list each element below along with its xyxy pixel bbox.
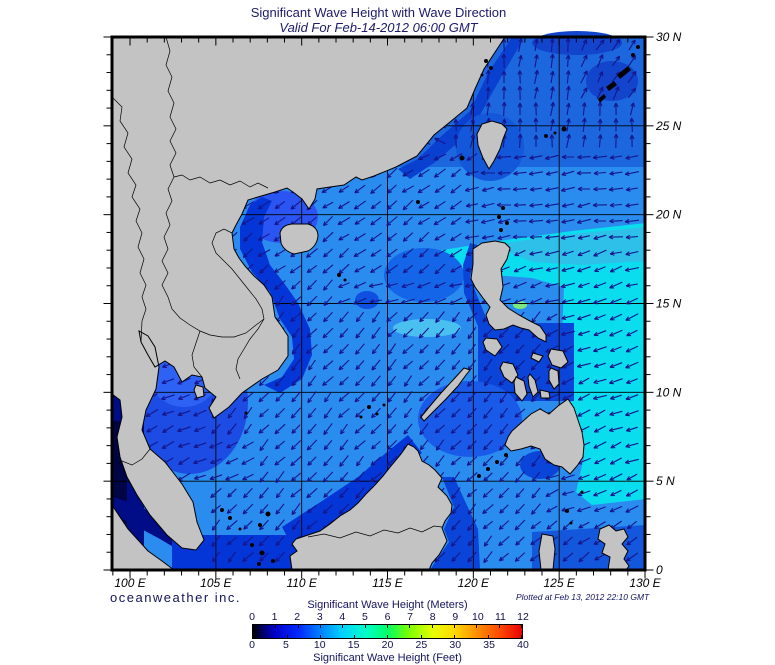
lat-label: 25 N bbox=[655, 119, 682, 133]
lat-label: 5 N bbox=[656, 474, 675, 488]
small-islands bbox=[220, 45, 640, 566]
meters-tick-value: 8 bbox=[429, 611, 436, 623]
luzon-strait-band bbox=[492, 227, 646, 265]
feet-tick-value: 25 bbox=[415, 639, 428, 651]
bohol bbox=[539, 389, 551, 399]
lon-label: 100 E bbox=[114, 576, 146, 590]
mindanao bbox=[504, 398, 585, 475]
philippine-sea-cyan bbox=[395, 223, 646, 505]
feet-tick-value: 40 bbox=[517, 639, 529, 651]
meters-tick-value: 1 bbox=[271, 611, 278, 623]
hainan bbox=[279, 223, 319, 255]
celebes-coast-band bbox=[430, 477, 480, 570]
map-frame bbox=[110, 35, 647, 572]
feet-tick-value: 20 bbox=[381, 639, 394, 651]
cebu bbox=[527, 373, 539, 398]
meters-tick-value: 12 bbox=[517, 611, 529, 623]
paracel-islands bbox=[337, 273, 341, 277]
feet-tick-value: 5 bbox=[282, 639, 289, 651]
luzon bbox=[470, 240, 547, 343]
meters-tick-value: 2 bbox=[294, 611, 301, 623]
lon-label: 110 E bbox=[286, 576, 317, 590]
legend-feet-ticks: 0 5 10 15 20 25 30 35 40 bbox=[249, 639, 529, 652]
plotted-timestamp: Plotted at Feb 13, 2012 22:10 GMT bbox=[516, 592, 650, 602]
feet-tick-value: 10 bbox=[313, 639, 326, 651]
penghu-islands bbox=[459, 155, 465, 161]
lat-label: 30 N bbox=[656, 30, 682, 44]
legend-meters-ticks: 0 1 2 3 4 5 6 7 8 9 10 11 12 bbox=[249, 611, 529, 624]
feet-tick-value: 30 bbox=[449, 639, 462, 651]
oceanweather-logo-text: oceanweather inc. bbox=[110, 590, 242, 605]
luzon-west-band bbox=[463, 243, 490, 331]
lon-label: 130 E bbox=[629, 576, 661, 590]
scs-deep-spot bbox=[355, 291, 379, 309]
masbate bbox=[530, 352, 544, 363]
feet-tick-value: 15 bbox=[347, 639, 360, 651]
country-borders bbox=[111, 36, 443, 539]
sulu-archipelago bbox=[504, 453, 508, 457]
scs-deep-pocket bbox=[384, 248, 464, 302]
lat-label: 15 N bbox=[656, 297, 682, 311]
ryukyu-islet bbox=[606, 81, 617, 91]
lat-label: 10 N bbox=[656, 385, 682, 399]
meters-tick-value: 11 bbox=[494, 611, 506, 623]
asia-mainland bbox=[111, 36, 506, 551]
negros bbox=[513, 376, 528, 402]
miyako-island bbox=[561, 126, 567, 132]
degree-tick-marks bbox=[103, 36, 654, 579]
axis-labels: 100 E 105 E 110 E 115 E 120 E 125 E 130 E 30 N 2… bbox=[114, 30, 681, 590]
map-title: Significant Wave Height with Wave Direct… bbox=[250, 5, 507, 20]
title-block: Significant Wave Height with Wave Direct… bbox=[112, 5, 645, 35]
leyte bbox=[548, 367, 560, 390]
vietnam-coast-band bbox=[240, 197, 312, 393]
palawan bbox=[420, 367, 471, 422]
lon-label: 120 E bbox=[458, 576, 490, 590]
legend-color-bar bbox=[252, 624, 523, 639]
borneo-coast-band bbox=[282, 435, 422, 547]
lon-label: 125 E bbox=[543, 576, 575, 590]
riau-islands bbox=[259, 550, 265, 556]
halmahera bbox=[597, 524, 630, 571]
batanes-islands bbox=[499, 228, 503, 232]
meters-tick-value: 3 bbox=[316, 611, 323, 623]
lat-label: 20 N bbox=[655, 208, 682, 222]
meters-tick-value: 0 bbox=[249, 611, 255, 623]
con-dao bbox=[244, 411, 248, 415]
panay bbox=[499, 361, 519, 384]
meters-tick-value: 5 bbox=[361, 611, 368, 623]
mindoro bbox=[482, 337, 503, 357]
natuna-islands bbox=[265, 511, 271, 517]
lon-label: 115 E bbox=[372, 576, 403, 590]
land-masses bbox=[111, 36, 630, 571]
meters-tick-value: 7 bbox=[407, 611, 413, 623]
meters-tick-value: 6 bbox=[384, 611, 391, 623]
ishigaki-island bbox=[544, 134, 548, 138]
taiwan bbox=[476, 120, 508, 170]
okinawa-islands bbox=[617, 66, 631, 79]
legend-feet-label: Significant Wave Height (Feet) bbox=[313, 652, 462, 664]
borneo bbox=[289, 443, 453, 571]
lon-label: 105 E bbox=[200, 576, 232, 590]
samar bbox=[547, 348, 569, 369]
map-valid-time: Valid For Feb-14-2012 06:00 GMT bbox=[279, 20, 478, 35]
feet-tick-value: 35 bbox=[483, 639, 495, 651]
meters-tick-value: 4 bbox=[339, 611, 346, 623]
meters-tick-value: 10 bbox=[471, 611, 484, 623]
phu-quoc bbox=[193, 384, 205, 399]
lat-label: 0 bbox=[656, 563, 663, 577]
spratly-islands bbox=[367, 405, 371, 409]
sangihe-islands bbox=[565, 509, 569, 513]
sulawesi-north-arm bbox=[538, 533, 556, 571]
feet-tick-value: 0 bbox=[249, 639, 255, 651]
ecs-dark-patch bbox=[532, 31, 622, 55]
pratas-island bbox=[416, 200, 420, 204]
scs-light-pocket bbox=[393, 319, 461, 337]
meters-tick-value: 9 bbox=[452, 611, 459, 623]
ryukyu-islet bbox=[598, 94, 606, 103]
legend-meters-label: Significant Wave Height (Meters) bbox=[307, 599, 468, 611]
